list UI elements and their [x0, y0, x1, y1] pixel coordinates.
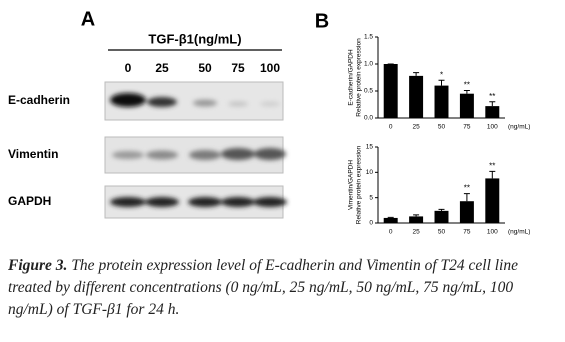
x-tick-label: 75	[463, 124, 471, 131]
caption-figure: Figure 3.	[8, 257, 68, 274]
row-label: E-cadherin	[8, 93, 70, 107]
error-bar	[489, 170, 496, 179]
concentration-label: 0	[125, 61, 132, 75]
bar	[409, 75, 424, 118]
x-tick-label: 25	[412, 124, 420, 131]
bar	[409, 216, 424, 223]
x-tick-label: 25	[412, 229, 420, 236]
panel-label: A	[81, 8, 95, 30]
x-tick-label: 50	[438, 229, 446, 236]
concentration-label: 75	[231, 61, 245, 75]
bar	[383, 64, 398, 118]
bar	[459, 201, 474, 223]
bar	[434, 210, 449, 223]
caption: Figure 3. The protein expression level o…	[8, 255, 558, 321]
caption-text: The protein expression level of E-cadher…	[8, 257, 518, 318]
y-axis-label: Relative protein expression	[356, 38, 363, 117]
y-tick-label: 1.0	[364, 61, 373, 68]
y-tick-label: 10	[366, 169, 374, 176]
row-label: Vimentin	[8, 147, 58, 161]
significance: **	[464, 184, 470, 193]
error-bar	[463, 89, 470, 94]
concentration-label: 50	[198, 61, 212, 75]
bar	[459, 93, 474, 118]
error-bar	[387, 216, 394, 218]
bar	[485, 178, 500, 223]
error-bar	[413, 214, 420, 217]
y-axis-label: E-cadherin/GAPDH	[348, 49, 355, 106]
error-bar	[489, 101, 496, 107]
bar	[434, 85, 449, 118]
error-bar	[463, 193, 470, 202]
significance: **	[489, 161, 495, 170]
y-tick-label: 0.0	[364, 115, 373, 122]
treatment-label: TGF-β1(ng/mL)	[148, 31, 241, 46]
figure: A TGF-β1(ng/mL) 0 25 50 75 100 E-cadherinVim…	[8, 8, 530, 236]
y-axis-label: Relative protein expression	[356, 145, 363, 224]
x-tick-label: 0	[389, 124, 393, 131]
y-tick-label: 1.5	[364, 34, 373, 41]
blot-ecad	[104, 81, 284, 121]
error-bar	[413, 72, 420, 76]
x-tick-label: 75	[463, 229, 471, 236]
y-tick-label: 15	[366, 144, 374, 151]
x-tick-label: 50	[438, 124, 446, 131]
row-label: GAPDH	[8, 194, 51, 208]
concentration-label: 25	[155, 61, 169, 75]
x-tick-label: 100	[487, 124, 498, 131]
panel-label: B	[315, 10, 329, 32]
y-tick-label: 0	[369, 220, 373, 227]
bar	[485, 106, 500, 118]
bands	[110, 93, 287, 207]
error-bar	[438, 208, 445, 211]
significance: **	[464, 81, 470, 90]
y-tick-label: 5	[369, 194, 373, 201]
significance: **	[489, 92, 495, 101]
x-tick-label: 100	[487, 229, 498, 236]
x-unit: (ng/mL)	[508, 124, 530, 131]
x-tick-label: 0	[389, 229, 393, 236]
x-unit: (ng/mL)	[508, 229, 530, 236]
y-axis-label: Vimentin/GAPDH	[348, 160, 355, 210]
error-bar	[438, 79, 445, 86]
concentration-label: 100	[260, 61, 280, 75]
y-tick-label: 0.5	[364, 88, 373, 95]
significance: *	[440, 70, 443, 79]
bar	[383, 217, 398, 223]
